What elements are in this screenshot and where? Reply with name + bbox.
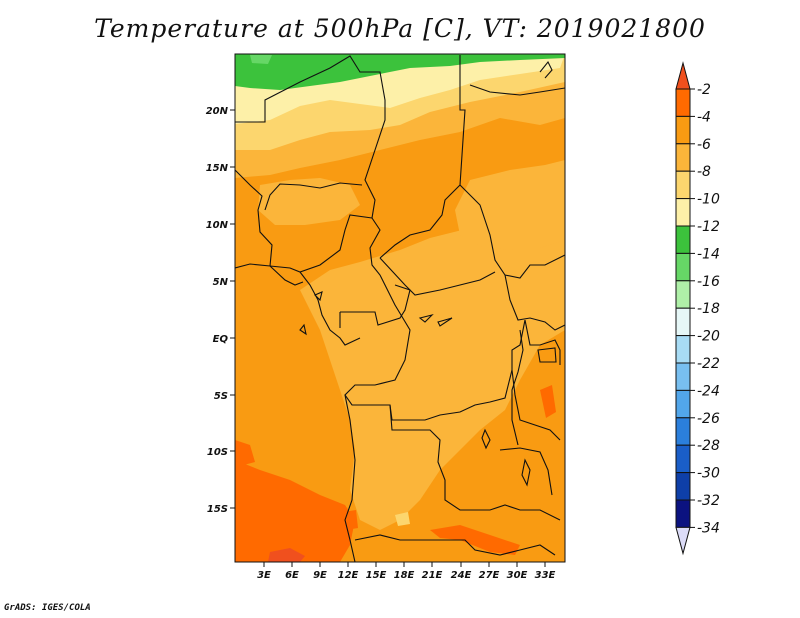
colorbar-level-label: -14 (697, 246, 720, 262)
band-minus8-west (258, 178, 360, 225)
colorbar-level-label: -34 (697, 520, 720, 536)
colorbar-swatch (675, 417, 691, 446)
colorbar-level-label: -32 (697, 493, 720, 509)
colorbar-swatch (675, 143, 691, 172)
colorbar-level-label: -22 (697, 356, 720, 372)
map-title: Temperature at 500hPa [C], VT: 201902180… (94, 14, 706, 43)
colorbar-cap-top (675, 61, 691, 90)
lat-label-eq: EQ (213, 334, 229, 345)
band-minus4-west-coast (235, 440, 255, 466)
colorbar-level-label: -18 (697, 301, 720, 317)
temperature-field (235, 54, 565, 562)
map-frame (234, 53, 566, 563)
colorbar-level-label: -12 (697, 219, 720, 235)
lon-label-27e: 27E (479, 570, 500, 581)
colorbar-level-label: -16 (697, 274, 720, 290)
lon-label-21e: 21E (422, 570, 443, 581)
colorbar-swatch (675, 307, 691, 337)
lon-label-6e: 6E (285, 570, 299, 581)
colorbar-swatch (675, 362, 691, 391)
lat-axis: 20N 15N 10N 5N EQ 5S 10S 15S (206, 106, 235, 515)
colorbar-swatch (675, 170, 691, 200)
colorbar-swatch (675, 198, 691, 227)
band-minus8-central (300, 195, 565, 530)
lon-label-15e: 15E (366, 570, 387, 581)
colorbar: -2 -4 -6 -8 -10 -12 -14 -16 -18 -20 -22 -24 -26 -28 -3… (675, 61, 720, 556)
band-minus4-southwest (235, 460, 355, 562)
colorbar-level-label: -10 (697, 192, 720, 208)
colorbar-level-label: -28 (697, 438, 720, 454)
colorbar-swatch (675, 444, 691, 474)
colorbar-level-label: -6 (697, 137, 711, 153)
footer-credit: GrADS: IGES/COLA (4, 603, 91, 613)
colorbar-swatch (675, 472, 691, 501)
colorbar-level-label: -26 (697, 411, 720, 427)
colorbar-level-label: -20 (697, 329, 720, 345)
band-minus8-northeast (455, 160, 565, 250)
band-minus12-north (235, 54, 565, 90)
colorbar-level-label: -2 (697, 82, 711, 98)
colorbar-swatch (675, 88, 691, 117)
colorbar-level-label: -8 (697, 164, 711, 180)
lon-label-3e: 3E (257, 570, 271, 581)
colorbar-swatch (675, 499, 691, 528)
colorbar-level-label: -24 (697, 383, 720, 399)
lat-label-5s: 5S (214, 391, 228, 402)
colorbar-swatch (675, 280, 691, 309)
lat-label-15n: 15N (206, 163, 229, 174)
lon-label-24e: 24E (451, 570, 472, 581)
band-minus2-south (268, 548, 305, 562)
colorbar-swatch (675, 225, 691, 254)
lon-label-12e: 12E (338, 570, 359, 581)
band-minus4-southeast (430, 525, 520, 555)
colorbar-swatch (675, 115, 691, 145)
lon-label-30e: 30E (507, 570, 528, 581)
colorbar-swatch (675, 335, 691, 364)
lon-label-9e: 9E (313, 570, 327, 581)
band-minus4-east (540, 385, 556, 418)
colorbar-cap-bottom (675, 526, 691, 556)
lat-label-20n: 20N (206, 106, 229, 117)
colorbar-level-label: -30 (697, 466, 720, 482)
lat-label-10n: 10N (206, 220, 229, 231)
lon-axis: 3E 6E 9E 12E 15E 18E 21E 24E 27E 30E 33E (257, 562, 556, 581)
lat-label-10s: 10S (207, 447, 228, 458)
colorbar-swatch (675, 389, 691, 419)
country-borders (235, 55, 565, 562)
band-minus10-patch (395, 512, 410, 526)
colorbar-swatch (675, 252, 691, 282)
lat-label-5n: 5N (213, 277, 229, 288)
lon-label-18e: 18E (394, 570, 415, 581)
band-minus14-patch (250, 55, 272, 64)
colorbar-level-label: -4 (697, 109, 711, 125)
lon-label-33e: 33E (535, 570, 556, 581)
lat-label-15s: 15S (207, 504, 228, 515)
